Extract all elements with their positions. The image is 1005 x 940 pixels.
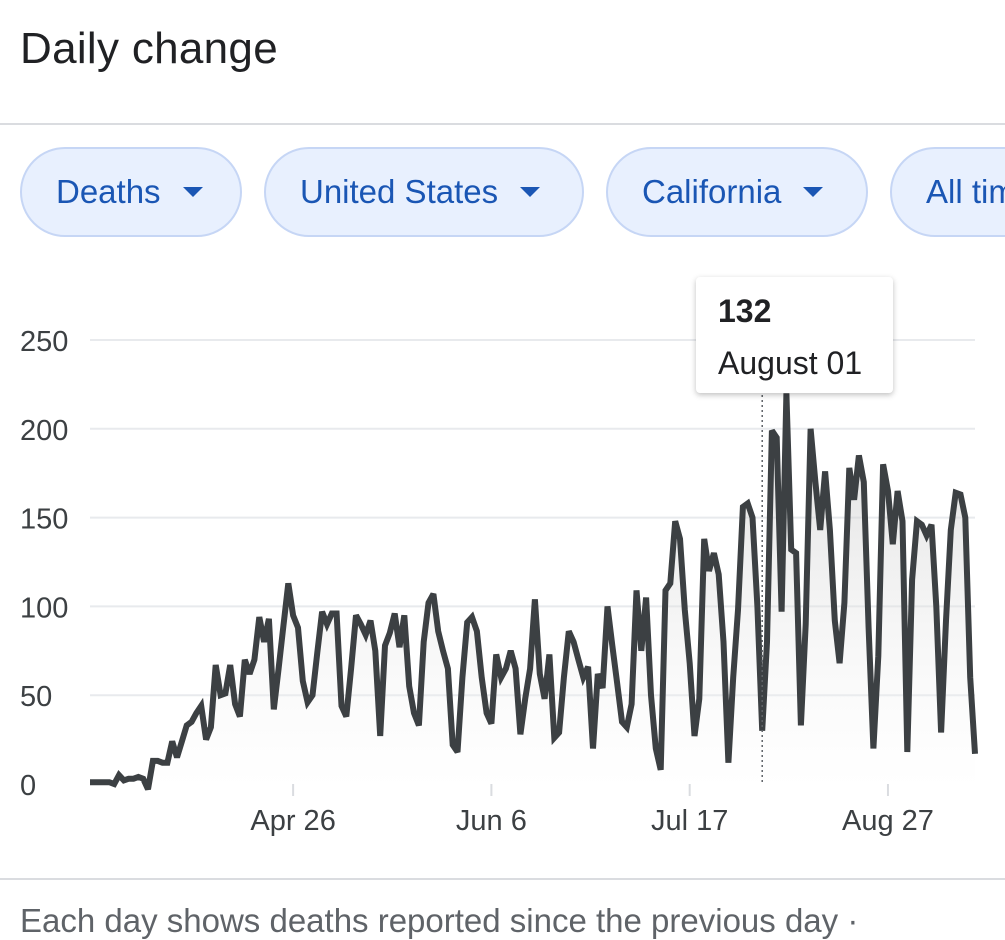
x-tick-label: Jul 17	[651, 805, 728, 837]
region-filter-chip[interactable]: California	[606, 147, 868, 237]
country-filter-chip[interactable]: United States	[264, 147, 584, 237]
chart-tooltip: 132 August 01	[696, 277, 893, 393]
footer-note: Each day shows deaths reported since the…	[20, 902, 859, 939]
metric-filter-label: Deaths	[56, 173, 161, 210]
footer-divider	[0, 878, 1005, 880]
y-axis-ticks: 0 50 100 150 200 250	[20, 326, 68, 802]
chevron-down-icon	[803, 187, 824, 197]
country-filter-label: United States	[300, 173, 499, 210]
y-tick-label: 0	[20, 770, 36, 802]
region-filter-label: California	[642, 173, 782, 210]
tooltip-value: 132	[718, 293, 772, 329]
metric-filter-chip[interactable]: Deaths	[20, 147, 242, 237]
x-axis-ticks: Apr 26 Jun 6 Jul 17 Aug 27	[250, 784, 934, 837]
chevron-down-icon	[182, 187, 203, 197]
daily-change-chart[interactable]: 0 50 100 150 200 250 Apr 26 Jun 6 Jul 17 Aug 27	[0, 250, 1005, 870]
x-tick-label: Apr 26	[250, 805, 335, 837]
filter-chips: Deaths United States California All time	[0, 147, 1005, 241]
y-tick-label: 200	[20, 415, 68, 447]
chevron-down-icon	[520, 187, 541, 197]
time-range-filter-chip[interactable]: All time	[890, 147, 1005, 237]
y-tick-label: 150	[20, 504, 68, 536]
series-line	[90, 393, 978, 791]
x-tick-label: Jun 6	[456, 805, 527, 837]
header-divider	[0, 123, 1005, 125]
tooltip-date: August 01	[718, 345, 863, 381]
y-tick-label: 50	[20, 681, 52, 713]
y-tick-label: 100	[20, 592, 68, 624]
x-tick-label: Aug 27	[842, 805, 934, 837]
y-tick-label: 250	[20, 326, 68, 358]
series-area	[90, 393, 975, 790]
page-title: Daily change	[20, 24, 278, 73]
time-range-filter-label: All time	[926, 173, 1005, 210]
